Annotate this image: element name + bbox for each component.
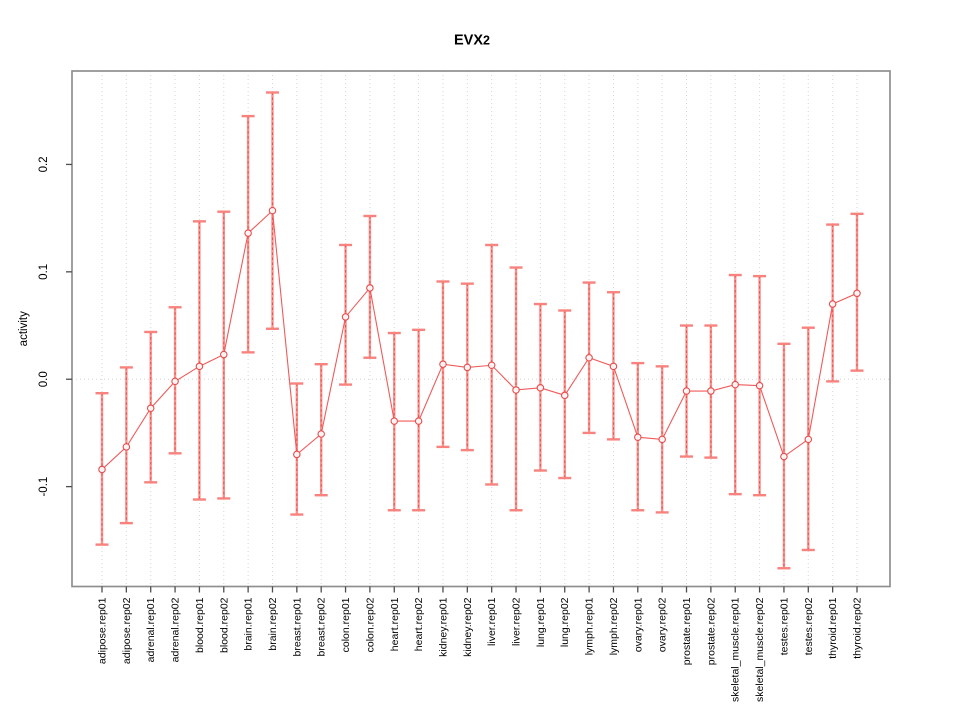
x-axis-ticks: adipose.rep01 adipose.rep02 adrenal.rep01 a… [97,586,864,702]
x-tick-label: prostate.rep02 [705,597,717,665]
data-point-blood.rep01 [195,362,204,371]
x-tick-label: ovary.rep02 [657,597,669,652]
y-axis-ticks: -0.1 0.0 0.1 0.2 [38,156,72,497]
series-line [101,209,858,470]
x-tick-label: lung.rep02 [559,597,571,647]
data-point-skeletal_muscle.rep01 [731,380,740,389]
data-point-brain.rep01 [244,229,252,237]
x-tick-label: lung.rep01 [535,597,547,647]
data-point-heart.rep02 [414,417,423,425]
data-point-adipose.rep02 [122,443,131,451]
y-tick-label: 0.0 [38,371,50,387]
y-tick-label: 0.1 [38,264,50,280]
data-point-adrenal.rep02 [171,377,179,386]
x-tick-label: prostate.rep01 [681,597,693,665]
data-point-lung.rep01 [536,384,545,392]
data-point-blood.rep02 [219,350,228,359]
x-tick-label: lymph.rep02 [608,597,620,655]
data-point-liver.rep01 [487,361,496,370]
data-point-ovary.rep01 [634,433,642,441]
x-tick-label: colon.rep01 [340,597,352,652]
data-point-colon.rep02 [366,284,374,292]
x-tick-label: adipose.rep02 [121,597,133,664]
data-point-lymph.rep02 [609,362,618,371]
x-tick-label: adrenal.rep01 [145,597,157,662]
x-tick-label: kidney.rep01 [437,597,449,657]
errorbar-blood.rep01 [192,220,206,501]
x-tick-label: brain.rep01 [243,597,255,650]
data-point-adrenal.rep01 [146,404,155,412]
gridlines [72,71,890,587]
x-tick-label: kidney.rep02 [462,597,474,657]
x-tick-label: brain.rep02 [267,597,279,650]
x-tick-label: adipose.rep01 [97,597,109,664]
x-tick-label: liver.rep01 [486,597,498,646]
data-point-kidney.rep01 [439,360,447,368]
error-bars [95,91,864,570]
x-tick-label: breast.rep01 [291,597,303,656]
data-point-heart.rep01 [390,417,399,425]
data-point-prostate.rep01 [682,387,691,395]
x-tick-label: skeletal_muscle.rep02 [754,597,766,702]
data-point-breast.rep01 [293,450,301,459]
data-point-liver.rep02 [512,386,520,394]
x-tick-label: adrenal.rep02 [170,597,182,662]
x-tick-label: thyroid.rep02 [852,597,864,658]
y-tick-label: -0.1 [38,477,50,497]
data-point-thyroid.rep01 [828,300,837,308]
data-point-skeletal_muscle.rep02 [755,381,764,390]
data-point-kidney.rep02 [463,363,472,372]
data-point-lung.rep02 [560,391,569,400]
x-tick-label: colon.rep02 [364,597,376,652]
data-point-adipose.rep01 [98,465,106,474]
data-point-prostate.rep02 [707,387,715,395]
data-point-testes.rep02 [804,435,813,444]
x-tick-label: testes.rep01 [778,597,790,655]
chart-title: EVX2 [454,33,490,49]
data-points [98,206,861,474]
data-point-ovary.rep02 [658,435,666,444]
x-tick-label: testes.rep02 [803,597,815,655]
plot-border [71,70,891,588]
x-tick-label: blood.rep01 [194,597,206,653]
x-tick-label: ovary.rep01 [632,597,644,652]
x-tick-label: thyroid.rep01 [827,597,839,658]
data-point-colon.rep01 [341,313,350,321]
data-point-breast.rep02 [317,430,325,438]
x-tick-label: liver.rep02 [511,597,523,646]
data-point-brain.rep02 [268,206,277,215]
x-tick-label: lymph.rep01 [584,597,596,655]
data-point-thyroid.rep02 [853,289,861,298]
data-point-lymph.rep01 [585,353,593,362]
x-tick-label: skeletal_muscle.rep01 [730,597,742,702]
data-point-testes.rep01 [780,452,788,461]
x-tick-label: heart.rep02 [413,597,425,651]
x-tick-label: breast.rep02 [316,597,328,656]
y-tick-label: 0.2 [38,156,50,172]
x-tick-label: heart.rep01 [389,597,401,651]
errorbar-breast.rep02 [314,362,328,497]
y-axis-label: activity [18,311,30,346]
x-tick-label: blood.rep02 [218,597,230,653]
